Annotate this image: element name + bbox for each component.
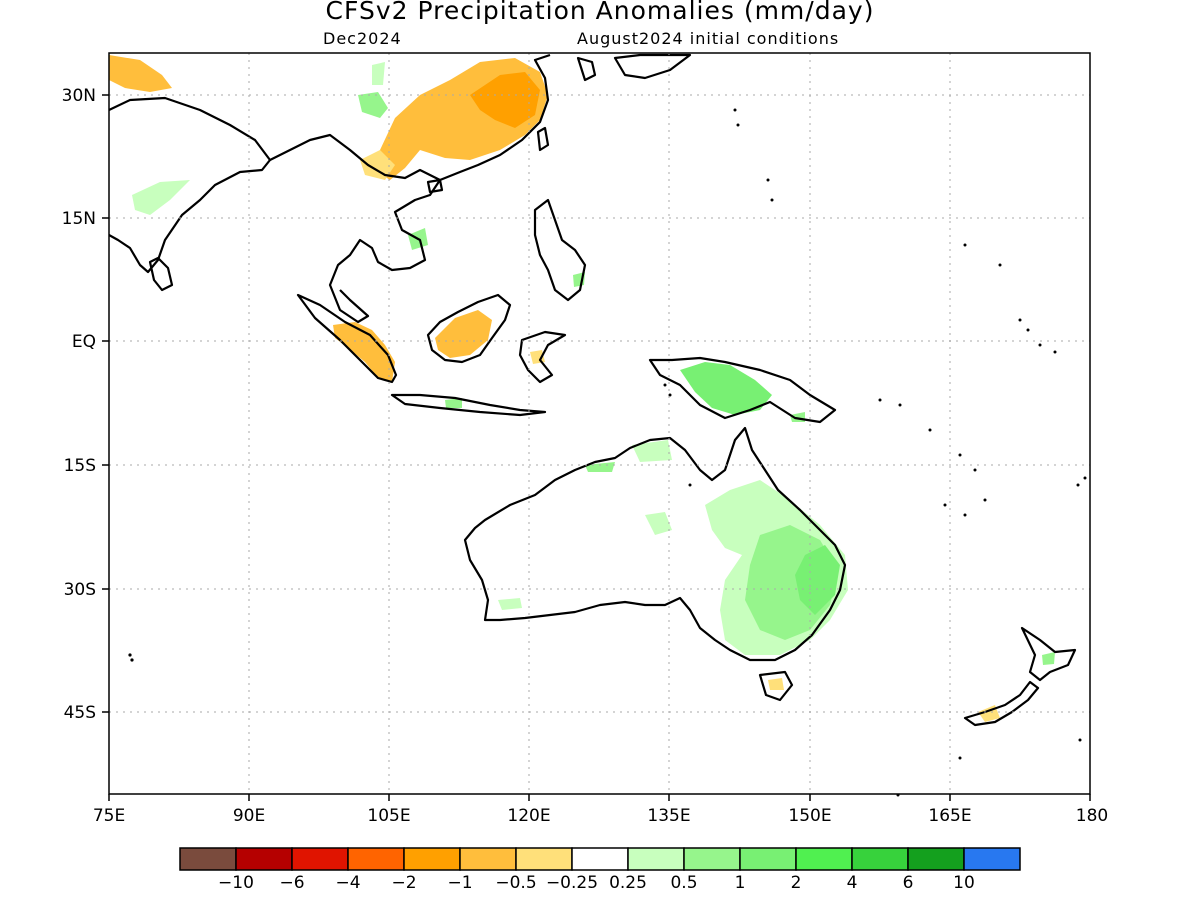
colorbar-label: −4 xyxy=(335,873,360,893)
anomaly-wet-tibet xyxy=(358,92,388,118)
colorbar-label: −0.25 xyxy=(546,873,598,893)
coast-tasmania xyxy=(758,670,794,702)
lon-tick-label: 105E xyxy=(367,806,410,826)
map-title: CFSv2 Precipitation Anomalies (mm/day) xyxy=(325,0,875,25)
lat-tick-label: EQ xyxy=(72,332,96,352)
coast-japan xyxy=(613,53,692,80)
anomaly-wet-australia-strong xyxy=(795,545,840,615)
colorbar-swatch xyxy=(291,847,349,871)
coast-korea xyxy=(576,56,597,82)
coast-taiwan xyxy=(536,126,550,152)
coast-java xyxy=(390,393,547,417)
lon-tick-label: 165E xyxy=(928,806,971,826)
valid-month-label: Dec2024 xyxy=(323,29,402,48)
init-conditions-label: August2024 initial conditions xyxy=(577,29,840,48)
lat-tick-label: 45S xyxy=(64,703,96,723)
colorbar-swatch xyxy=(571,847,629,871)
colorbar-label: 2 xyxy=(791,873,802,893)
colorbar-swatch xyxy=(515,847,573,871)
colorbar-swatch xyxy=(683,847,741,871)
colorbar-swatch xyxy=(347,847,405,871)
colorbar-label: −10 xyxy=(218,873,254,893)
anomaly-wet-top-end xyxy=(632,440,672,462)
coast-borneo xyxy=(426,293,512,364)
colorbar-swatch xyxy=(403,847,461,871)
colorbar-label: 0.25 xyxy=(609,873,647,893)
lon-tick-label: 120E xyxy=(507,806,550,826)
anomaly-wet-nz xyxy=(1042,652,1055,665)
colorbar-swatch xyxy=(907,847,965,871)
anomaly-wet-india xyxy=(132,180,190,215)
gridlines xyxy=(109,53,1090,794)
anomaly-fields xyxy=(109,55,1055,722)
lon-tick-label: 180 xyxy=(1076,806,1108,826)
colorbar-swatch xyxy=(851,847,909,871)
colorbar-label: 0.5 xyxy=(670,873,697,893)
lat-tick-label: 30N xyxy=(62,86,96,106)
colorbar-swatch xyxy=(739,847,797,871)
anomaly-wet-new-guinea xyxy=(680,362,772,415)
islands xyxy=(128,108,1087,797)
anomaly-dry-china-weak xyxy=(360,150,395,180)
colorbar-swatch xyxy=(627,847,685,871)
colorbar-swatch xyxy=(963,847,1021,871)
coast-philippines xyxy=(533,198,587,302)
coast-nz-north xyxy=(1020,626,1077,682)
plot-area xyxy=(108,52,1091,797)
colorbar-label: 4 xyxy=(847,873,858,893)
map-background xyxy=(109,53,1090,794)
colorbar-swatch xyxy=(459,847,517,871)
anomaly-dry-china-core xyxy=(470,72,540,128)
coast-sulawesi xyxy=(518,330,567,384)
coast-sumatra xyxy=(296,293,398,384)
coast-india xyxy=(108,96,272,274)
coastlines xyxy=(108,53,1077,727)
coast-australia xyxy=(463,426,847,662)
coast-nz-south xyxy=(963,680,1040,727)
colorbar-label: 6 xyxy=(903,873,914,893)
anomaly-dry-himalaya xyxy=(109,55,172,92)
colorbar-swatch xyxy=(179,847,237,871)
colorbar-label: −6 xyxy=(279,873,304,893)
lon-axis: 75E 90E 105E 120E 135E 150E 165E 180 xyxy=(93,794,1108,826)
coast-china xyxy=(439,53,551,182)
lat-tick-label: 15S xyxy=(64,456,96,476)
lon-tick-label: 135E xyxy=(647,806,690,826)
lon-tick-label: 90E xyxy=(233,806,265,826)
colorbar-label: −2 xyxy=(391,873,416,893)
plot-frame xyxy=(108,52,1091,795)
lat-tick-label: 30S xyxy=(64,580,96,600)
coast-hainan xyxy=(426,178,444,194)
anomaly-dry-sumatra xyxy=(333,322,395,382)
coast-sri-lanka xyxy=(148,256,174,292)
colorbar-label: −1 xyxy=(447,873,472,893)
colorbar: −10 −6 −4 −2 −1 −0.5 −0.25 0.25 0.5 1 2 4 6 10 xyxy=(179,847,1021,893)
colorbar-label: 10 xyxy=(953,873,975,893)
lat-axis: 30N 15N EQ 15S 30S 45S xyxy=(62,86,109,723)
colorbar-label: −0.5 xyxy=(495,873,536,893)
anomaly-wet-australia-central xyxy=(645,512,672,535)
coast-indochina xyxy=(269,133,442,324)
colorbar-label: 1 xyxy=(735,873,746,893)
coast-new-guinea xyxy=(648,356,837,424)
anomaly-dry-tasmania xyxy=(768,678,784,690)
colorbar-swatch xyxy=(795,847,853,871)
anomaly-dry-borneo xyxy=(435,310,492,358)
lon-tick-label: 75E xyxy=(93,806,125,826)
anomaly-wet-australia-west xyxy=(498,598,522,610)
anomaly-wet-java xyxy=(445,398,462,408)
lat-tick-label: 15N xyxy=(62,209,96,229)
anomaly-wet-tibet-weak xyxy=(372,62,385,85)
colorbar-swatch xyxy=(235,847,293,871)
lon-tick-label: 150E xyxy=(788,806,831,826)
